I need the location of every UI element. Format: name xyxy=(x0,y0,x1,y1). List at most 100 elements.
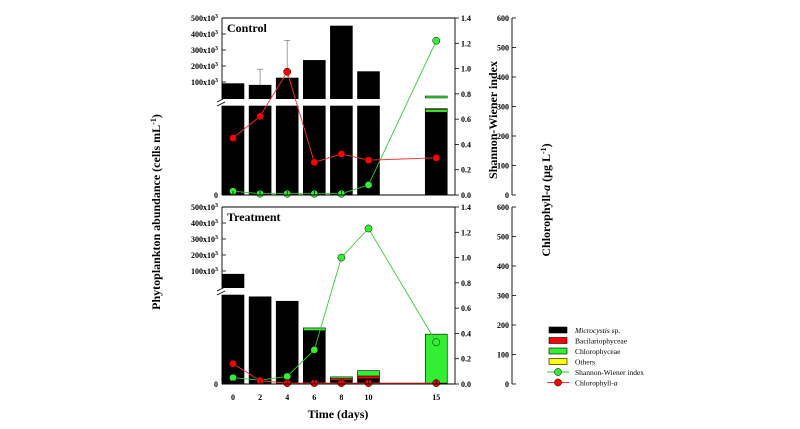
tick-exponent: 3 xyxy=(215,267,218,273)
sw-tick-label: 1.0 xyxy=(461,254,471,263)
tick-exponent: 3 xyxy=(215,251,218,257)
legend-label-suffix: a xyxy=(614,379,618,388)
axes-layer: Control500x103400x103300x103200x103100x1… xyxy=(149,14,553,421)
chl-tick-label: 600 xyxy=(497,14,509,23)
sw-tick-label: 0.4 xyxy=(461,329,471,338)
x-tick-label: 10 xyxy=(365,393,373,402)
bar-upper-day-8 xyxy=(330,25,353,100)
chl-tick-label: 0 xyxy=(505,191,509,200)
bar-upper-day-0 xyxy=(221,273,245,289)
x-tick-label: 4 xyxy=(285,393,289,402)
legend-label-main: Chlorophyll- xyxy=(575,379,614,388)
chlorophyll-a-point-day-15 xyxy=(432,153,441,162)
chl-tick-label: 100 xyxy=(497,351,509,360)
sw-axis-title: Shannon-Wiener index xyxy=(486,61,500,179)
legend-swatch-0 xyxy=(548,326,568,334)
shannon-wiener-point-day-10 xyxy=(364,224,373,233)
bar-upper-day-10 xyxy=(357,71,380,100)
tick-exponent: 3 xyxy=(215,203,218,209)
legend-marker-4 xyxy=(554,368,562,376)
bar-chlorophyceae-day-6 xyxy=(302,327,326,331)
sw-tick-label: 0.2 xyxy=(461,166,471,175)
chl-tick-label: 0 xyxy=(505,380,509,389)
shannon-wiener-point-day-6 xyxy=(310,346,319,354)
tick-base: 500x10 xyxy=(191,14,215,23)
legend-label-suffix: sp. xyxy=(610,326,621,335)
sw-tick-label: 0.8 xyxy=(461,90,471,99)
bar-chlorophyceae-day-15 xyxy=(424,109,448,113)
tick-exponent: 3 xyxy=(215,62,218,68)
chl-tick-label: 400 xyxy=(497,262,509,271)
shannon-wiener-point-day-4 xyxy=(283,372,292,381)
sw-tick-label: 0.8 xyxy=(461,279,471,288)
x-tick-label: 6 xyxy=(312,393,316,402)
left-tick-label: 100x103 xyxy=(191,267,218,276)
bar-microcystis-day-4 xyxy=(275,300,299,385)
chl-tick-label: 300 xyxy=(497,103,509,112)
tick-base: 200x10 xyxy=(191,62,215,71)
left-tick-label: 400x103 xyxy=(191,30,218,39)
bar-others-day-15 xyxy=(424,108,448,110)
bar-upper-day-0 xyxy=(221,83,245,100)
left-tick-label: 200x103 xyxy=(191,251,218,260)
bar-microcystis-day-4 xyxy=(275,105,299,196)
bar-microcystis-day-15 xyxy=(424,111,448,196)
chl-tick-label: 500 xyxy=(497,44,509,53)
panel-control xyxy=(214,25,457,198)
axis-break-mark xyxy=(216,290,226,296)
chlorophyll-a-point-day-10 xyxy=(364,156,373,165)
left-tick-label-zero: 0 xyxy=(214,191,218,200)
tick-base: 500x10 xyxy=(191,203,215,212)
chart-panels xyxy=(214,25,457,387)
chl-title-end: ) xyxy=(539,143,553,147)
left-tick-label-zero: 0 xyxy=(214,380,218,389)
legend-label-2: Chlorophyceae xyxy=(575,347,621,356)
left-title-end: ) xyxy=(149,114,163,118)
left-tick-label: 300x103 xyxy=(191,46,218,55)
bar-chlorophyceae-day-10 xyxy=(357,370,380,377)
left-axis-title: Phytoplankton abundance (cells mL-1) xyxy=(149,114,163,310)
legend-label-main: Chlorophyceae xyxy=(575,347,621,356)
bar-microcystis-day-2 xyxy=(248,296,272,385)
chl-tick-label: 500 xyxy=(497,233,509,242)
legend-label-3: Others xyxy=(575,358,595,367)
shannon-wiener-point-day-10 xyxy=(364,181,373,189)
axis-break-gap xyxy=(214,288,457,294)
x-tick-label: 15 xyxy=(432,393,440,402)
bar-microcystis-day-0 xyxy=(221,294,245,385)
bar-microcystis-day-0 xyxy=(221,105,245,196)
sw-tick-label: 1.4 xyxy=(461,203,471,212)
chlorophyll-a-point-day-2 xyxy=(256,112,264,121)
legend: Microcystis sp.BacilariophyceaeChlorophy… xyxy=(547,326,644,388)
sw-tick-label: 0.6 xyxy=(461,115,471,124)
left-tick-label: 300x103 xyxy=(191,235,218,244)
chl-tick-label: 600 xyxy=(497,203,509,212)
sw-tick-label: 0.0 xyxy=(461,380,471,389)
shannon-wiener-point-day-15 xyxy=(432,36,441,45)
chl-title-sup: -1 xyxy=(539,147,548,154)
sw-tick-label: 0.4 xyxy=(461,140,471,149)
tick-base: 100x10 xyxy=(191,267,215,276)
tick-exponent: 3 xyxy=(215,46,218,52)
legend-label-1: Bacilariophyceae xyxy=(575,337,628,346)
tick-base: 200x10 xyxy=(191,251,215,260)
legend-label-main: Others xyxy=(575,358,595,367)
x-axis-title: Time (days) xyxy=(308,407,369,421)
tick-base: 400x10 xyxy=(191,30,215,39)
chl-title-mid: (μg L xyxy=(539,154,553,185)
sw-tick-label: 0.2 xyxy=(461,355,471,364)
legend-label-main: Bacilariophyceae xyxy=(575,337,628,346)
chl-tick-label: 300 xyxy=(497,292,509,301)
left-tick-label: 400x103 xyxy=(191,219,218,228)
sw-tick-label: 1.2 xyxy=(461,228,471,237)
tick-exponent: 3 xyxy=(215,30,218,36)
chl-title-italic: a xyxy=(539,185,553,191)
legend-label-4: Shannon-Wiener index xyxy=(575,368,644,377)
legend-swatch-2 xyxy=(548,347,568,355)
axis-break-mark xyxy=(216,101,226,107)
legend-swatch-3 xyxy=(548,358,568,365)
chl-tick-label: 200 xyxy=(497,132,509,141)
legend-marker-5 xyxy=(554,378,562,387)
legend-label-main: Shannon-Wiener index xyxy=(575,368,644,377)
